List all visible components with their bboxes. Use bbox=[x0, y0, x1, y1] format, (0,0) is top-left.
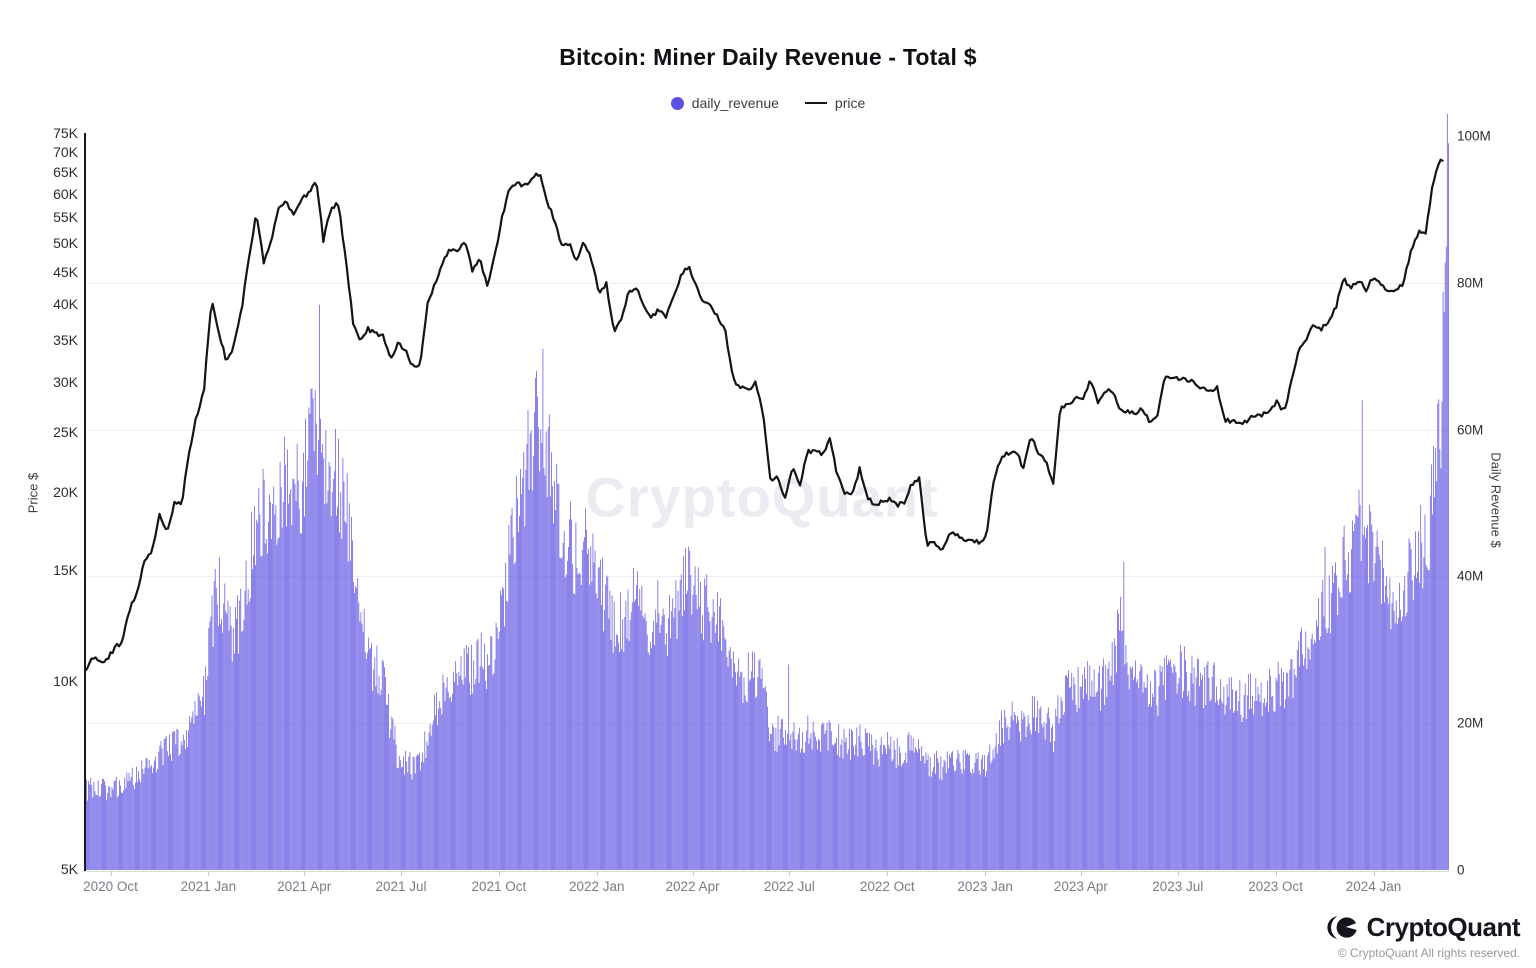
left-axis-line bbox=[84, 133, 86, 872]
time-axis-tick-label: 2022 Jan bbox=[569, 879, 625, 894]
price-axis-tick-label: 5K bbox=[60, 861, 78, 877]
time-axis-tick-label: 2023 Apr bbox=[1053, 879, 1108, 894]
time-axis-tick-label: 2021 Jan bbox=[180, 879, 237, 894]
copyright-text: © CryptoQuant All rights reserved. bbox=[1337, 946, 1520, 960]
time-axis-tick-label: 2021 Oct bbox=[471, 879, 527, 894]
cryptoquant-logo-icon bbox=[1326, 916, 1358, 939]
time-axis-tick-mark bbox=[1080, 871, 1082, 876]
time-axis-tick-mark bbox=[985, 871, 987, 876]
time-axis-tick-label: 2022 Apr bbox=[665, 879, 720, 894]
price-axis-tick-label: 35K bbox=[53, 332, 78, 349]
price-axis-tick-label: 20K bbox=[53, 484, 78, 501]
brand-name: CryptoQuant bbox=[1366, 912, 1521, 942]
time-axis-tick-mark bbox=[596, 871, 598, 876]
revenue-axis-tick-label: 60M bbox=[1457, 422, 1484, 438]
revenue-axis-tick-label: 100M bbox=[1457, 128, 1491, 144]
price-axis-tick-label: 55K bbox=[53, 209, 78, 226]
time-axis-tick-label: 2023 Jul bbox=[1152, 879, 1204, 894]
bottom-axis-line bbox=[84, 871, 1449, 872]
revenue-axis-title: Daily Revenue $ bbox=[1488, 452, 1504, 548]
time-axis-tick-label: 2021 Apr bbox=[277, 879, 332, 894]
time-axis-tick-mark bbox=[208, 871, 210, 876]
price-axis-tick-label: 40K bbox=[53, 295, 78, 312]
time-axis-tick-label: 2022 Jul bbox=[763, 879, 815, 894]
revenue-axis-tick-label: 40M bbox=[1457, 568, 1484, 584]
time-axis-tick-label: 2024 Jan bbox=[1345, 879, 1402, 894]
price-axis-tick-label: 50K bbox=[53, 235, 78, 252]
time-axis-tick-mark bbox=[1275, 871, 1277, 876]
time-axis-tick-label: 2022 Oct bbox=[859, 879, 915, 894]
time-axis-tick-mark bbox=[304, 871, 306, 876]
time-axis-tick-mark bbox=[887, 871, 889, 876]
brand-row: CryptoQuant bbox=[1322, 912, 1521, 943]
time-axis-tick-mark bbox=[110, 871, 112, 876]
time-axis-tick-mark bbox=[1373, 871, 1375, 876]
revenue-axis-tick-label: 0 bbox=[1457, 862, 1465, 878]
price-axis-tick-label: 65K bbox=[53, 163, 78, 180]
footer: CryptoQuant © CryptoQuant All rights res… bbox=[1322, 912, 1521, 960]
price-axis-tick-label: 30K bbox=[53, 374, 78, 391]
revenue-axis-tick-label: 20M bbox=[1457, 715, 1484, 731]
time-axis-tick-label: 2023 Jan bbox=[957, 879, 1013, 894]
price-axis-tick-label: 15K bbox=[53, 562, 78, 579]
time-axis-tick-label: 2021 Jul bbox=[375, 879, 427, 894]
time-axis-tick-mark bbox=[692, 871, 694, 876]
price-axis-tick-label: 60K bbox=[53, 185, 78, 202]
price-axis-tick-label: 45K bbox=[53, 263, 78, 280]
time-axis-tick-label: 2023 Oct bbox=[1248, 879, 1304, 894]
price-axis-tick-label: 25K bbox=[53, 423, 78, 440]
time-axis-tick-mark bbox=[498, 871, 500, 876]
time-axis-tick-mark bbox=[401, 871, 402, 876]
time-axis-tick-mark bbox=[789, 871, 791, 876]
price-axis-tick-label: 10K bbox=[53, 672, 78, 689]
time-axis-tick-label: 2020 Oct bbox=[83, 879, 138, 894]
price-axis-tick-label: 70K bbox=[53, 143, 78, 160]
price-axis-title: Price $ bbox=[25, 472, 41, 514]
time-axis-tick-mark bbox=[1177, 871, 1179, 876]
revenue-axis-tick-label: 80M bbox=[1457, 275, 1484, 291]
price-axis-tick-label: 75K bbox=[53, 125, 78, 141]
